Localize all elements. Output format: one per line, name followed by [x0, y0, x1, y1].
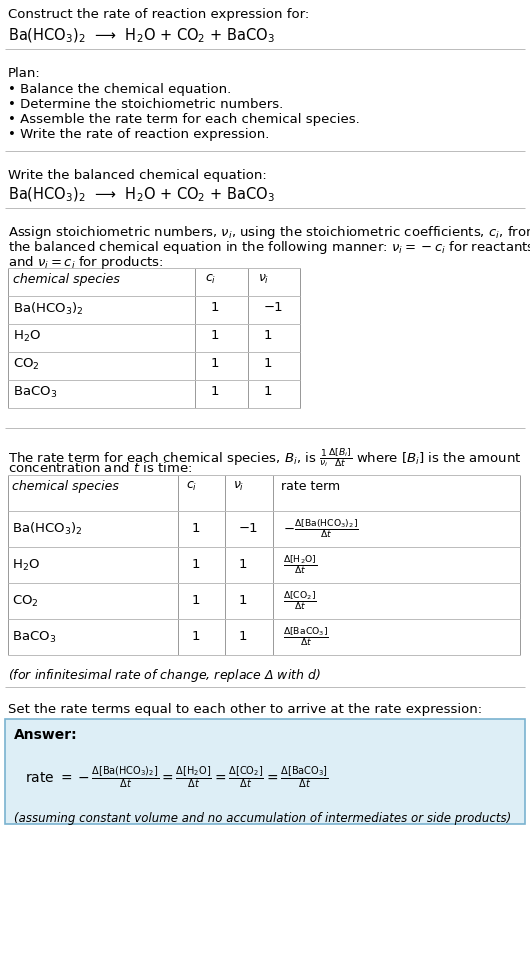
- Text: 1: 1: [239, 630, 248, 644]
- Text: H$_2$O: H$_2$O: [13, 329, 41, 344]
- Text: 1: 1: [192, 595, 200, 608]
- Text: • Write the rate of reaction expression.: • Write the rate of reaction expression.: [8, 128, 269, 141]
- Text: Set the rate terms equal to each other to arrive at the rate expression:: Set the rate terms equal to each other t…: [8, 703, 482, 716]
- Text: 1: 1: [211, 301, 219, 314]
- Text: 1: 1: [211, 385, 219, 398]
- Text: (for infinitesimal rate of change, replace Δ with $d$): (for infinitesimal rate of change, repla…: [8, 667, 321, 684]
- Text: $-\frac{\Delta[\mathrm{Ba(HCO_3)_2}]}{\Delta t}$: $-\frac{\Delta[\mathrm{Ba(HCO_3)_2}]}{\D…: [283, 517, 359, 540]
- Text: The rate term for each chemical species, $B_i$, is $\frac{1}{\nu_i}\frac{\Delta[: The rate term for each chemical species,…: [8, 446, 522, 469]
- Text: $c_i$: $c_i$: [186, 480, 197, 493]
- Text: chemical species: chemical species: [13, 273, 120, 286]
- Text: Answer:: Answer:: [14, 728, 77, 742]
- Text: CO$_2$: CO$_2$: [12, 594, 39, 609]
- Text: −1: −1: [264, 301, 284, 314]
- Text: Construct the rate of reaction expression for:: Construct the rate of reaction expressio…: [8, 8, 309, 21]
- Text: $c_i$: $c_i$: [205, 273, 216, 286]
- Text: 1: 1: [264, 385, 272, 398]
- Text: (assuming constant volume and no accumulation of intermediates or side products): (assuming constant volume and no accumul…: [14, 812, 511, 825]
- Text: H$_2$O: H$_2$O: [12, 558, 40, 572]
- Text: $\frac{\Delta[\mathrm{CO_2}]}{\Delta t}$: $\frac{\Delta[\mathrm{CO_2}]}{\Delta t}$: [283, 590, 317, 612]
- Text: 1: 1: [264, 329, 272, 342]
- Text: Ba(HCO$_3$)$_2$: Ba(HCO$_3$)$_2$: [12, 521, 83, 537]
- Text: and $\nu_i = c_i$ for products:: and $\nu_i = c_i$ for products:: [8, 254, 164, 271]
- Text: Plan:: Plan:: [8, 67, 41, 80]
- Text: • Assemble the rate term for each chemical species.: • Assemble the rate term for each chemic…: [8, 113, 360, 126]
- Text: Ba(HCO$_3$)$_2$  ⟶  H$_2$O + CO$_2$ + BaCO$_3$: Ba(HCO$_3$)$_2$ ⟶ H$_2$O + CO$_2$ + BaCO…: [8, 27, 275, 45]
- Text: chemical species: chemical species: [12, 480, 119, 493]
- Text: • Determine the stoichiometric numbers.: • Determine the stoichiometric numbers.: [8, 98, 283, 111]
- Text: BaCO$_3$: BaCO$_3$: [12, 629, 56, 645]
- FancyBboxPatch shape: [5, 719, 525, 824]
- Text: • Balance the chemical equation.: • Balance the chemical equation.: [8, 83, 231, 96]
- Text: Write the balanced chemical equation:: Write the balanced chemical equation:: [8, 169, 267, 182]
- Text: BaCO$_3$: BaCO$_3$: [13, 385, 57, 400]
- Text: Ba(HCO$_3$)$_2$  ⟶  H$_2$O + CO$_2$ + BaCO$_3$: Ba(HCO$_3$)$_2$ ⟶ H$_2$O + CO$_2$ + BaCO…: [8, 186, 275, 205]
- Text: rate $= -\frac{\Delta[\mathrm{Ba(HCO_3)_2}]}{\Delta t} = \frac{\Delta[\mathrm{H_: rate $= -\frac{\Delta[\mathrm{Ba(HCO_3)_…: [25, 764, 329, 790]
- Text: $\frac{\Delta[\mathrm{BaCO_3}]}{\Delta t}$: $\frac{\Delta[\mathrm{BaCO_3}]}{\Delta t…: [283, 625, 329, 649]
- Text: $\frac{\Delta[\mathrm{H_2O}]}{\Delta t}$: $\frac{\Delta[\mathrm{H_2O}]}{\Delta t}$: [283, 554, 317, 576]
- Text: 1: 1: [239, 595, 248, 608]
- Text: $\nu_i$: $\nu_i$: [258, 273, 269, 286]
- Text: 1: 1: [192, 522, 200, 535]
- Text: 1: 1: [211, 329, 219, 342]
- Text: 1: 1: [211, 357, 219, 370]
- Text: CO$_2$: CO$_2$: [13, 357, 40, 372]
- Text: 1: 1: [239, 559, 248, 571]
- Text: −1: −1: [239, 522, 259, 535]
- Text: Ba(HCO$_3$)$_2$: Ba(HCO$_3$)$_2$: [13, 301, 84, 318]
- Text: concentration and $t$ is time:: concentration and $t$ is time:: [8, 461, 192, 475]
- Text: 1: 1: [192, 630, 200, 644]
- Text: rate term: rate term: [281, 480, 340, 493]
- Text: Assign stoichiometric numbers, $\nu_i$, using the stoichiometric coefficients, $: Assign stoichiometric numbers, $\nu_i$, …: [8, 224, 530, 241]
- Text: 1: 1: [192, 559, 200, 571]
- Text: $\nu_i$: $\nu_i$: [233, 480, 244, 493]
- Text: 1: 1: [264, 357, 272, 370]
- Text: the balanced chemical equation in the following manner: $\nu_i = -c_i$ for react: the balanced chemical equation in the fo…: [8, 239, 530, 256]
